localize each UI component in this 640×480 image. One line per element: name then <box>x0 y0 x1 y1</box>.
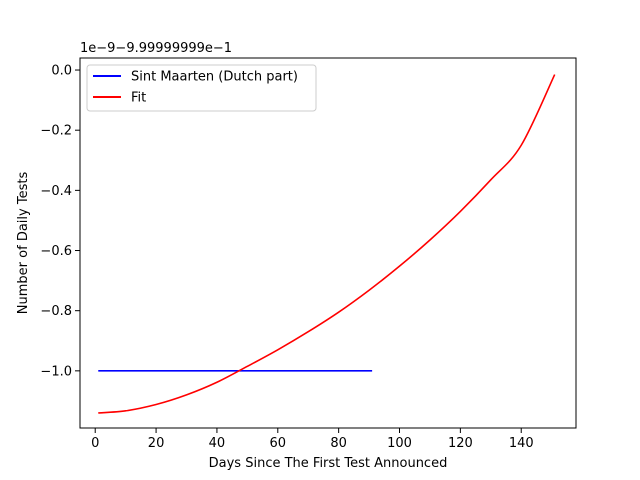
legend-label-series-1: Sint Maarten (Dutch part) <box>131 70 298 85</box>
axis-offset-text: 1e−9−9.99999999e−1 <box>80 41 232 56</box>
x-tick-label: 0 <box>91 436 99 451</box>
y-axis-ticks: 0.0 −0.2 −0.4 −0.6 −0.8 −1.0 <box>40 64 80 379</box>
y-tick-label: 0.0 <box>51 64 72 79</box>
x-tick-label: 140 <box>509 436 534 451</box>
legend: Sint Maarten (Dutch part) Fit <box>86 64 317 112</box>
x-axis-ticks: 0 20 40 60 80 100 120 140 <box>91 428 534 451</box>
y-tick-label: −0.8 <box>40 304 72 319</box>
legend-frame <box>86 64 317 112</box>
plot-area <box>79 57 577 429</box>
x-tick-label: 80 <box>330 436 347 451</box>
y-axis-label: Number of Daily Tests <box>16 172 31 315</box>
y-tick-label: −0.2 <box>40 124 72 139</box>
series-line-2 <box>98 74 556 414</box>
x-tick-label: 60 <box>270 436 287 451</box>
series-layer <box>98 74 556 414</box>
x-tick-label: 40 <box>209 436 226 451</box>
y-tick-label: −0.4 <box>40 184 72 199</box>
x-tick-label: 100 <box>387 436 412 451</box>
y-tick-label: −0.6 <box>40 244 72 259</box>
legend-label-series-2: Fit <box>131 91 146 106</box>
x-axis-label: Days Since The First Test Announced <box>209 456 448 471</box>
x-tick-label: 120 <box>448 436 473 451</box>
y-tick-label: −1.0 <box>40 364 72 379</box>
x-tick-label: 20 <box>148 436 165 451</box>
